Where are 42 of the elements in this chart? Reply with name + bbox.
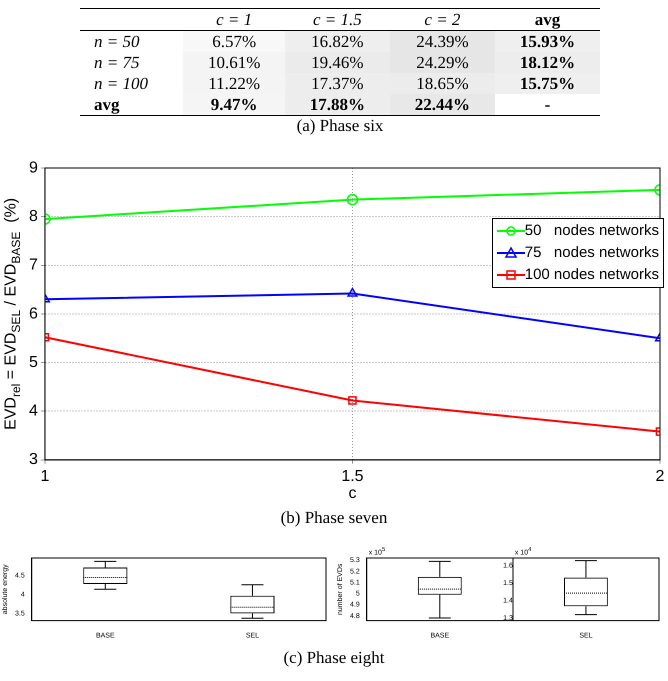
y-tick-label: avg — [93, 94, 120, 116]
x-tick-label: 1 — [40, 468, 50, 485]
y-tick-label: 9 — [28, 159, 38, 176]
data-label: 17.88% — [284, 94, 390, 116]
x-tick-label: avg — [534, 9, 562, 30]
y-tick-label: n = 100 — [93, 73, 149, 94]
x-tick-label: c = 2 — [423, 9, 462, 30]
legend-label: 100 nodes networks — [524, 265, 659, 285]
text: - — [544, 95, 550, 114]
y-tick-label: n = 50 — [93, 31, 140, 52]
legend-label: 75 nodes networks — [524, 243, 659, 263]
data-label: 11.22% — [183, 73, 285, 94]
y-tick-label: 6 — [28, 305, 38, 322]
text: (c) Phase eight — [282, 648, 386, 668]
data-label: 18.65% — [390, 73, 495, 94]
x-axis-title: c — [348, 485, 356, 502]
x-tick-label: 1.5 — [341, 468, 364, 485]
legend-label: 50 nodes networks — [524, 221, 659, 241]
y-tick-label: 5 — [28, 354, 38, 371]
data-label: 19.46% — [284, 52, 390, 73]
data-label: 9.47% — [183, 94, 285, 116]
data-label: 15.75% — [494, 73, 600, 94]
y-tick-label: n = 75 — [93, 52, 140, 73]
data-label: 15.93% — [494, 30, 600, 52]
data-label: 17.37% — [284, 73, 390, 94]
data-label: 16.82% — [284, 30, 390, 52]
data-label: 6.57% — [183, 30, 285, 52]
data-label: 10.61% — [183, 52, 285, 73]
x-tick-label: 2 — [656, 468, 665, 485]
data-label: 24.39% — [390, 30, 495, 52]
y-tick-label: 7 — [28, 256, 38, 274]
data-label: 18.12% — [494, 52, 600, 73]
x-tick-label: c = 1 — [215, 9, 254, 30]
y-axis-title: EVDrel = EVDSEL / EVDBASE (%) — [2, 198, 24, 430]
text: (a) Phase six — [296, 116, 384, 136]
text: (b) Phase seven — [280, 508, 388, 528]
data-label: 22.44% — [390, 94, 495, 116]
y-tick-label: 3 — [28, 451, 38, 468]
y-tick-label: 8 — [28, 208, 38, 226]
data-label: 24.29% — [390, 52, 495, 73]
x-tick-label: c = 1.5 — [312, 9, 363, 30]
y-tick-label: 4 — [28, 402, 38, 420]
